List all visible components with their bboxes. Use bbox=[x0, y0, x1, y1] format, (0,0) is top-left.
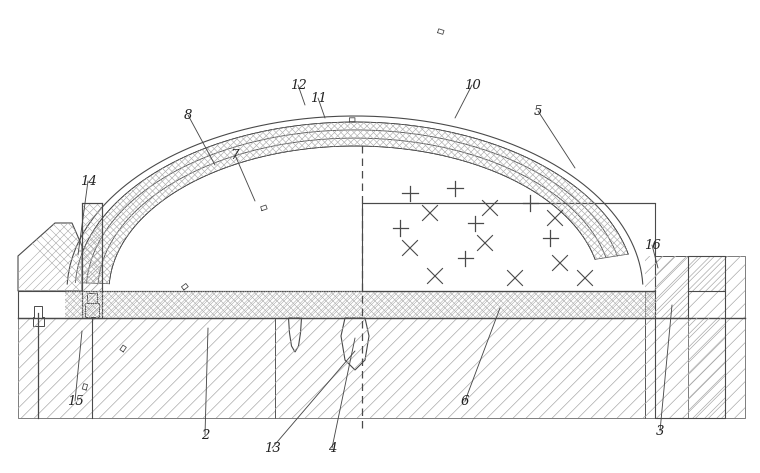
Text: 2: 2 bbox=[201, 429, 209, 441]
Text: 16: 16 bbox=[644, 238, 660, 252]
Bar bbox=[33, 317, 43, 326]
Text: 6: 6 bbox=[461, 394, 469, 408]
Text: 15: 15 bbox=[67, 394, 84, 408]
Polygon shape bbox=[341, 318, 369, 370]
Text: 4: 4 bbox=[328, 441, 336, 455]
Text: 5: 5 bbox=[534, 105, 542, 117]
Text: 8: 8 bbox=[184, 108, 192, 122]
Polygon shape bbox=[289, 318, 302, 352]
Text: 3: 3 bbox=[656, 424, 664, 438]
Text: 10: 10 bbox=[464, 79, 480, 91]
Bar bbox=[85, 303, 99, 317]
Bar bbox=[18, 291, 82, 318]
Polygon shape bbox=[18, 223, 82, 291]
Bar bbox=[34, 306, 42, 318]
Bar bbox=[87, 293, 97, 303]
Text: 14: 14 bbox=[80, 175, 97, 187]
Text: 12: 12 bbox=[290, 79, 306, 91]
Text: 7: 7 bbox=[231, 149, 239, 161]
Text: 13: 13 bbox=[264, 441, 280, 455]
Bar bbox=[362, 203, 655, 291]
Text: 11: 11 bbox=[309, 91, 326, 105]
